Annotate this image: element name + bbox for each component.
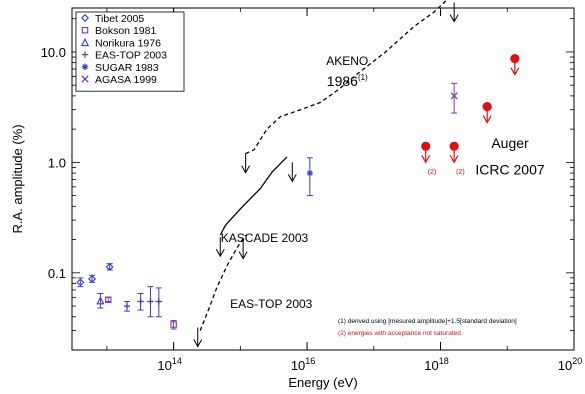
upper-limit-arrow-head (238, 251, 248, 260)
footnote: (2) energies with acceptance not saturat… (338, 330, 461, 337)
auger-limit-head (421, 154, 431, 164)
auger-point (421, 141, 431, 151)
asterisk-marker-ray (82, 64, 88, 70)
auger-point (449, 141, 459, 151)
curve-kascade (219, 156, 288, 236)
asterisk-marker-ray (307, 170, 313, 176)
axis-ticks: 1014 1016 1018 1020 0.1 1.0 10.0 (41, 8, 582, 373)
diamond-marker (105, 262, 114, 271)
footnote: (1) derived using [mesured amplitude]+1.… (338, 318, 517, 325)
legend-entry-label: Tibet 2005 (95, 13, 144, 25)
square-marker (81, 26, 89, 34)
annotation-auger: Auger (491, 135, 529, 151)
square-marker (105, 296, 112, 304)
legend-entry-label: SUGAR 1983 (95, 62, 159, 74)
cross-marker-b (450, 92, 458, 100)
triangle-marker (96, 296, 105, 305)
upper-limit-arrow-head (193, 339, 203, 348)
annotation-akeno: AKENO (326, 54, 368, 68)
diamond-marker (81, 14, 89, 22)
x-tick-label: 1014 (157, 356, 181, 373)
annotation-kascade-2003: KASCADE 2003 (221, 231, 309, 245)
curve-eas-top (199, 234, 247, 331)
y-tick-label: 10.0 (41, 45, 66, 60)
reference-curves (193, 0, 459, 348)
upper-limit-arrow-head (215, 248, 225, 258)
legend-entry-label: AGASA 1999 (95, 74, 157, 86)
diamond-marker (76, 278, 85, 287)
x-tick-label: 1018 (424, 356, 448, 373)
data-points: (2) (2) (76, 54, 520, 330)
curve-akeno (245, 0, 447, 155)
upper-limit-arrow-head (449, 14, 459, 23)
x-tick-label: 1020 (558, 356, 582, 373)
upper-limit-arrow-head (241, 165, 251, 174)
y-tick-label: 1.0 (48, 155, 66, 170)
point-note: (2) (456, 169, 465, 176)
annotation-1986: 1986(1) (327, 73, 368, 89)
plot-frame (71, 7, 575, 351)
triangle-marker (80, 37, 90, 47)
x-axis-label: Energy (eV) (288, 375, 357, 390)
legend-box (75, 11, 185, 92)
y-axis-label: R.A. amplitude (%) (10, 124, 25, 233)
y-tick-label: 0.1 (48, 266, 66, 281)
square-marker (170, 321, 177, 328)
footnotes: (1) derived using [mesured amplitude]+1.… (338, 318, 517, 337)
x-tick-label: 1016 (291, 356, 315, 373)
cross-marker-b (81, 75, 89, 83)
auger-limit-head (482, 115, 492, 124)
point-note: (2) (428, 169, 437, 176)
auger-limit-head (510, 67, 520, 76)
legend-entry-label: Norikura 1976 (95, 37, 161, 49)
annotation-icrc-2007: ICRC 2007 (475, 161, 544, 177)
legend-entry-label: EAS-TOP 2003 (95, 50, 167, 62)
annotations: AKENO 1986(1) KASCADE 2003 EAS-TOP 2003 Auge… (221, 54, 545, 311)
diamond-marker (88, 274, 97, 283)
upper-limit-arrow-head (287, 174, 297, 183)
legend-entry-label: Bokson 1981 (95, 25, 156, 37)
auger-limit-head (449, 154, 459, 164)
annotation-eas-top-2003: EAS-TOP 2003 (230, 297, 313, 311)
